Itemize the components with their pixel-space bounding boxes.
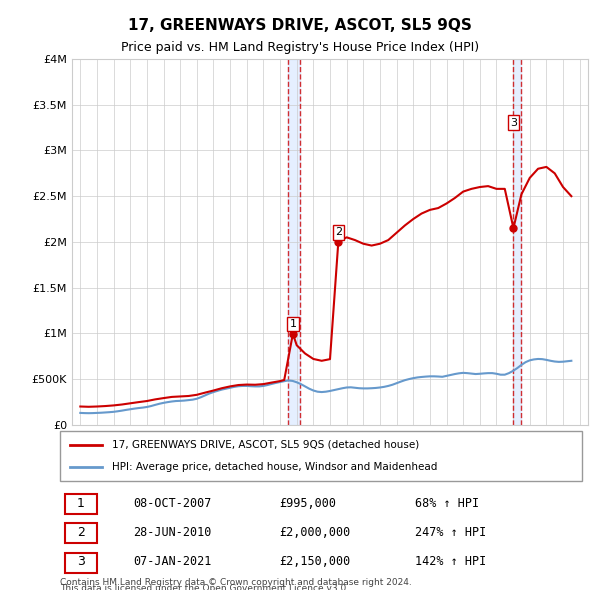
Text: Price paid vs. HM Land Registry's House Price Index (HPI): Price paid vs. HM Land Registry's House …: [121, 41, 479, 54]
Text: HPI: Average price, detached house, Windsor and Maidenhead: HPI: Average price, detached house, Wind…: [112, 462, 437, 472]
Text: 247% ↑ HPI: 247% ↑ HPI: [415, 526, 486, 539]
Text: 07-JAN-2021: 07-JAN-2021: [133, 555, 211, 568]
Text: Contains HM Land Registry data © Crown copyright and database right 2024.: Contains HM Land Registry data © Crown c…: [60, 578, 412, 587]
Text: 2: 2: [77, 526, 85, 539]
Text: £2,000,000: £2,000,000: [279, 526, 350, 539]
Text: 142% ↑ HPI: 142% ↑ HPI: [415, 555, 486, 568]
Text: £995,000: £995,000: [279, 497, 336, 510]
Text: £2,150,000: £2,150,000: [279, 555, 350, 568]
Text: 28-JUN-2010: 28-JUN-2010: [133, 526, 211, 539]
Text: 17, GREENWAYS DRIVE, ASCOT, SL5 9QS (detached house): 17, GREENWAYS DRIVE, ASCOT, SL5 9QS (det…: [112, 440, 419, 450]
FancyBboxPatch shape: [65, 494, 97, 514]
Text: 2: 2: [335, 227, 342, 237]
Text: 68% ↑ HPI: 68% ↑ HPI: [415, 497, 479, 510]
Text: 1: 1: [289, 319, 296, 329]
Text: 08-OCT-2007: 08-OCT-2007: [133, 497, 211, 510]
Text: 1: 1: [77, 497, 85, 510]
Text: 3: 3: [510, 117, 517, 127]
Text: This data is licensed under the Open Government Licence v3.0.: This data is licensed under the Open Gov…: [60, 584, 349, 590]
FancyBboxPatch shape: [65, 553, 97, 573]
Text: 17, GREENWAYS DRIVE, ASCOT, SL5 9QS: 17, GREENWAYS DRIVE, ASCOT, SL5 9QS: [128, 18, 472, 32]
Bar: [513, 59, 521, 425]
FancyBboxPatch shape: [60, 431, 582, 481]
Bar: [289, 59, 300, 425]
FancyBboxPatch shape: [65, 523, 97, 543]
Text: 3: 3: [77, 555, 85, 568]
